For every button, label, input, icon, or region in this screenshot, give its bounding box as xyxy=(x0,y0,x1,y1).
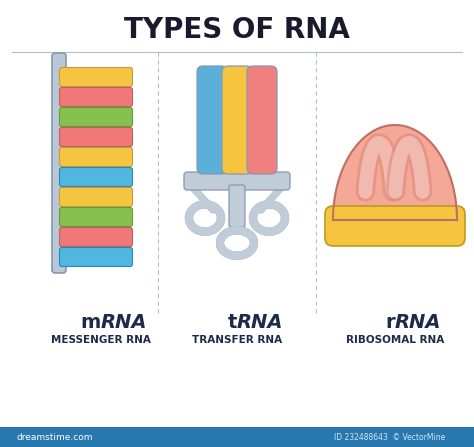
Text: RIBOSOMAL RNA: RIBOSOMAL RNA xyxy=(346,335,444,345)
FancyBboxPatch shape xyxy=(60,67,133,87)
FancyBboxPatch shape xyxy=(222,66,252,174)
FancyBboxPatch shape xyxy=(60,107,133,127)
Text: RNA: RNA xyxy=(237,313,283,333)
FancyBboxPatch shape xyxy=(60,248,133,266)
Polygon shape xyxy=(333,125,457,220)
FancyBboxPatch shape xyxy=(325,206,465,246)
FancyBboxPatch shape xyxy=(229,185,245,227)
FancyBboxPatch shape xyxy=(52,53,66,273)
Text: MESSENGER RNA: MESSENGER RNA xyxy=(51,335,151,345)
FancyBboxPatch shape xyxy=(60,228,133,246)
FancyBboxPatch shape xyxy=(60,168,133,186)
FancyBboxPatch shape xyxy=(184,172,290,190)
Text: RNA: RNA xyxy=(395,313,441,333)
FancyBboxPatch shape xyxy=(247,66,277,174)
Text: t: t xyxy=(228,313,237,333)
Text: dreamstime.com: dreamstime.com xyxy=(17,433,93,442)
Text: r: r xyxy=(385,313,395,333)
Text: RNA: RNA xyxy=(101,313,147,333)
FancyBboxPatch shape xyxy=(60,148,133,166)
Text: m: m xyxy=(81,313,101,333)
Text: ID 232488643  © VectorMine: ID 232488643 © VectorMine xyxy=(334,433,446,442)
FancyBboxPatch shape xyxy=(60,207,133,227)
Text: TRANSFER RNA: TRANSFER RNA xyxy=(192,335,282,345)
FancyBboxPatch shape xyxy=(60,187,133,207)
FancyBboxPatch shape xyxy=(197,66,227,174)
FancyBboxPatch shape xyxy=(60,127,133,147)
FancyBboxPatch shape xyxy=(60,88,133,106)
Text: TYPES OF RNA: TYPES OF RNA xyxy=(124,16,350,44)
FancyBboxPatch shape xyxy=(0,427,474,447)
